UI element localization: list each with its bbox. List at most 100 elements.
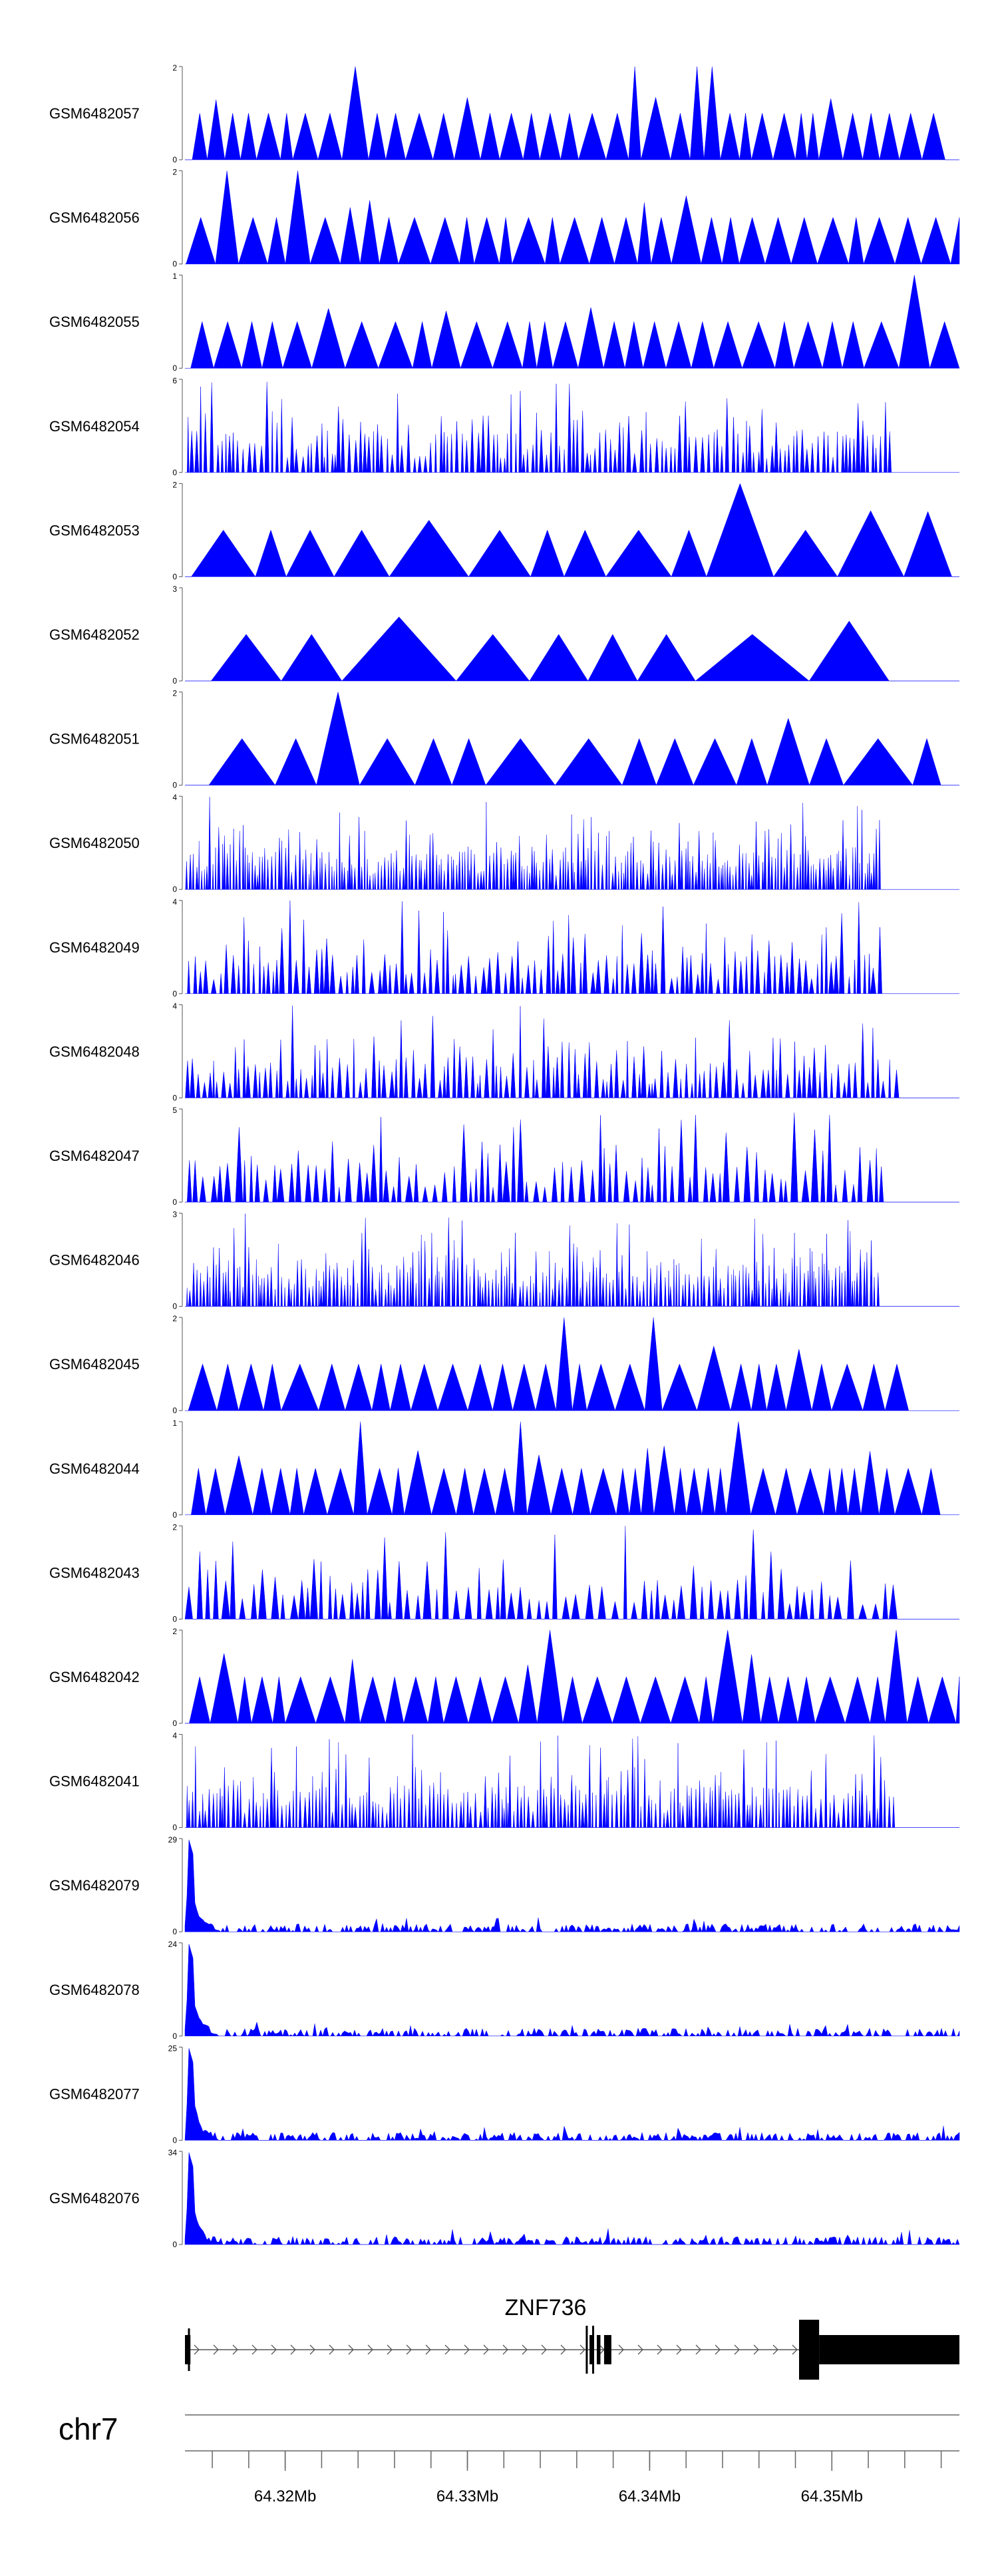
y-tick-label-min: 0 — [172, 468, 177, 477]
y-tick-label-min: 0 — [172, 1927, 177, 1936]
strand-arrow — [618, 2344, 624, 2355]
y-tick-label-max: 3 — [172, 584, 177, 594]
track-label: GSM6482041 — [49, 1773, 140, 1790]
track-label: GSM6482052 — [49, 626, 140, 643]
track-GSM6482051: GSM6482051 2 0 — [49, 689, 959, 790]
y-tick-label-min: 0 — [172, 885, 177, 894]
signal-area — [185, 381, 959, 473]
coverage-tracks: GSM648205720GSM648205620GSM648205510GSM6… — [49, 63, 960, 2249]
track-GSM6482041: GSM6482041 4 0 — [49, 1731, 959, 1832]
signal-area — [185, 692, 959, 786]
strand-arrow — [406, 2344, 412, 2355]
signal-area — [184, 2152, 960, 2245]
track-label: GSM6482055 — [49, 314, 140, 330]
y-tick-label-max: 4 — [172, 1001, 177, 1010]
exon-5 — [819, 2335, 959, 2364]
strand-arrow — [695, 2344, 701, 2355]
strand-arrow — [425, 2344, 431, 2355]
strand-arrow — [387, 2344, 393, 2355]
y-tick-label-min: 0 — [172, 1510, 177, 1520]
y-tick-label-max: 25 — [168, 2043, 178, 2053]
y-tick-label-max: 2 — [172, 1314, 177, 1323]
track-GSM6482076: GSM6482076 34 0 — [49, 2148, 960, 2249]
gene-track: ZNF736 — [185, 2295, 959, 2380]
signal-area — [185, 1734, 959, 1828]
exon-1 — [589, 2335, 593, 2364]
signal-area — [185, 616, 959, 682]
strand-arrow — [213, 2344, 219, 2355]
axis-tick-label: 64.32Mb — [254, 2487, 316, 2505]
axis-tick-label: 64.34Mb — [619, 2487, 681, 2505]
signal-area — [185, 66, 959, 160]
track-GSM6482079: GSM6482079 29 0 — [49, 1835, 960, 1936]
signal-area — [184, 2048, 960, 2141]
y-tick-label-max: 2 — [172, 1522, 177, 1532]
y-tick-label-max: 34 — [168, 2148, 178, 2157]
strand-arrow — [367, 2344, 373, 2355]
track-label: GSM6482056 — [49, 210, 140, 226]
track-GSM6482048: GSM6482048 4 0 — [49, 1001, 959, 1102]
strand-arrow — [444, 2344, 450, 2355]
y-tick-label-min: 0 — [172, 363, 177, 373]
signal-area — [185, 1005, 959, 1098]
exon-2 — [596, 2335, 601, 2364]
strand-arrow — [502, 2344, 508, 2355]
y-tick-label-min: 0 — [172, 676, 177, 686]
track-GSM6482049: GSM6482049 4 0 — [49, 897, 959, 998]
y-tick-label-max: 5 — [172, 1106, 177, 1115]
track-GSM6482050: GSM6482050 4 0 — [49, 793, 959, 894]
y-tick-label-min: 0 — [172, 1614, 177, 1623]
signal-area — [185, 900, 959, 994]
signal-area — [185, 1112, 959, 1203]
y-tick-label-min: 0 — [172, 1823, 177, 1832]
track-label: GSM6482049 — [49, 939, 140, 956]
track-GSM6482057: GSM6482057 2 0 — [49, 63, 959, 164]
strand-arrow — [251, 2344, 257, 2355]
track-label: GSM6482057 — [49, 105, 140, 122]
strand-arrow — [580, 2344, 585, 2355]
y-tick-label-min: 0 — [172, 260, 177, 269]
track-label: GSM6482050 — [49, 835, 140, 851]
track-label: GSM6482054 — [49, 418, 140, 435]
track-label: GSM6482048 — [49, 1043, 140, 1060]
y-tick-label-min: 0 — [172, 2135, 177, 2145]
y-tick-label-min: 0 — [172, 1406, 177, 1415]
strand-arrow — [657, 2344, 663, 2355]
strand-arrow — [348, 2344, 354, 2355]
track-GSM6482047: GSM6482047 5 0 — [49, 1106, 959, 1207]
y-tick-label-max: 4 — [172, 897, 177, 907]
track-label: GSM6482076 — [49, 2190, 140, 2207]
track-label: GSM6482046 — [49, 1252, 140, 1269]
track-GSM6482077: GSM6482077 25 0 — [49, 2043, 960, 2145]
track-GSM6482052: GSM6482052 3 0 — [49, 584, 959, 686]
y-tick-label-max: 2 — [172, 168, 177, 177]
track-label: GSM6482045 — [49, 1356, 140, 1373]
track-label: GSM6482042 — [49, 1669, 140, 1685]
track-label: GSM6482051 — [49, 731, 140, 748]
signal-area — [184, 1839, 960, 1933]
signal-area — [185, 1629, 960, 1724]
y-tick-label-max: 1 — [172, 1418, 177, 1428]
y-tick-label-min: 0 — [172, 2240, 177, 2249]
strand-arrow — [483, 2344, 489, 2355]
signal-area — [185, 170, 960, 265]
strand-arrow — [734, 2344, 740, 2355]
y-tick-label-min: 0 — [172, 781, 177, 790]
signal-area — [185, 483, 959, 578]
track-GSM6482045: GSM6482045 2 0 — [49, 1314, 959, 1415]
strand-arrow — [271, 2344, 277, 2355]
strand-arrow — [522, 2344, 528, 2355]
strand-arrow — [232, 2344, 238, 2355]
chromosome-label: chr7 — [59, 2412, 118, 2446]
strand-arrow — [309, 2344, 315, 2355]
strand-arrow — [194, 2344, 200, 2355]
axis-tick-label: 64.35Mb — [801, 2487, 863, 2505]
y-tick-label-min: 0 — [172, 1302, 177, 1311]
y-tick-label-min: 0 — [172, 2032, 177, 2041]
track-GSM6482044: GSM6482044 1 0 — [49, 1418, 959, 1520]
strand-arrow — [715, 2344, 721, 2355]
strand-arrow — [464, 2344, 470, 2355]
signal-area — [184, 1944, 960, 2037]
y-tick-label-min: 0 — [172, 572, 177, 581]
